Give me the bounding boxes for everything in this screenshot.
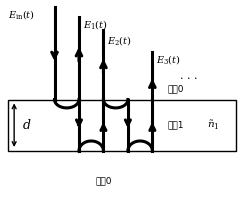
Text: $\tilde{n}_1$: $\tilde{n}_1$	[207, 118, 220, 132]
Text: $E_3(t)$: $E_3(t)$	[156, 54, 181, 66]
Text: 介褅1: 介褅1	[167, 121, 184, 130]
Text: d: d	[22, 119, 30, 132]
Text: $E_2(t)$: $E_2(t)$	[107, 34, 132, 47]
Text: $E_{\mathrm{in}}(t)$: $E_{\mathrm{in}}(t)$	[8, 8, 35, 21]
Text: . . .: . . .	[180, 71, 198, 81]
Text: 介褅0: 介褅0	[167, 84, 184, 93]
Text: $E_1(t)$: $E_1(t)$	[83, 18, 108, 31]
Bar	[8, 100, 235, 151]
Text: 介褅0: 介褅0	[95, 176, 112, 185]
